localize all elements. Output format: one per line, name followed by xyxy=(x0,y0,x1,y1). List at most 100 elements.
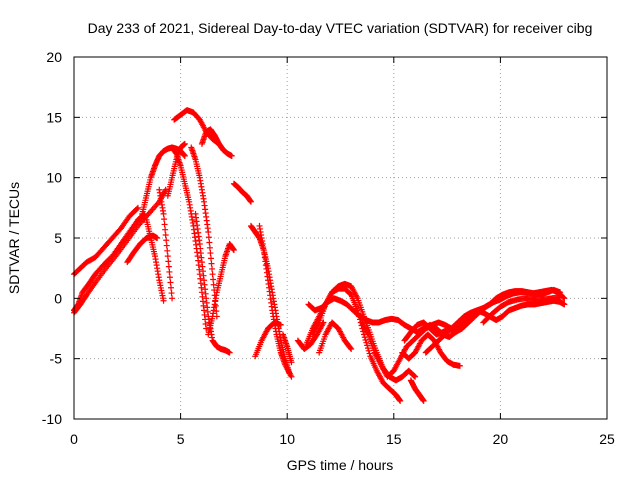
series-arc-11 xyxy=(188,144,220,320)
data-point xyxy=(363,339,370,346)
x-tick-label: 0 xyxy=(70,431,78,447)
data-point xyxy=(165,263,172,270)
data-point xyxy=(181,152,188,159)
data-point xyxy=(247,198,254,205)
x-tick-label: 10 xyxy=(279,431,295,447)
data-point xyxy=(366,350,373,357)
data-point xyxy=(154,235,161,241)
data-point xyxy=(365,347,372,354)
x-tick-label: 15 xyxy=(386,431,402,447)
chart-title: Day 233 of 2021, Sidereal Day-to-day VTE… xyxy=(88,20,593,36)
data-point xyxy=(166,274,173,281)
data-point xyxy=(168,290,175,297)
data-point xyxy=(557,294,564,301)
data-point xyxy=(167,279,174,286)
data-point xyxy=(210,281,217,288)
x-tick-label: 20 xyxy=(493,431,509,447)
data-points xyxy=(71,107,568,404)
series-arc-05 xyxy=(124,232,161,266)
data-point xyxy=(207,255,214,262)
data-point xyxy=(133,205,140,212)
series-arc-22 xyxy=(316,319,355,356)
series-arc-03 xyxy=(71,186,169,316)
series-arc-06 xyxy=(143,216,167,304)
series-arc-14 xyxy=(205,241,237,338)
data-point xyxy=(456,362,463,369)
data-point xyxy=(134,204,141,211)
x-tick-label: 25 xyxy=(599,431,615,447)
series-arc-23 xyxy=(294,319,327,353)
data-point xyxy=(412,373,419,380)
y-tick-label: -5 xyxy=(50,351,63,367)
data-point xyxy=(164,247,171,254)
data-point xyxy=(166,268,173,275)
data-point xyxy=(397,397,404,404)
data-point xyxy=(206,244,213,251)
data-point xyxy=(205,228,212,235)
y-tick-label: 15 xyxy=(46,109,62,125)
data-point xyxy=(348,346,355,353)
data-point xyxy=(181,140,188,147)
axis-ticks: 0 5 10 15 20 25 -10 -5 0 5 10 15 20 xyxy=(42,49,615,447)
series-arc-20 xyxy=(303,280,419,384)
data-point xyxy=(230,247,237,254)
series-arc-27 xyxy=(407,377,427,404)
data-point xyxy=(164,253,171,260)
data-point xyxy=(288,373,295,380)
data-point xyxy=(206,239,213,246)
series-arc-29 xyxy=(401,319,459,344)
series-arc-07 xyxy=(156,186,176,302)
data-point xyxy=(228,152,235,159)
data-point xyxy=(364,345,371,352)
data-point xyxy=(452,329,459,336)
y-axis-label: SDTVAR / TECUs xyxy=(6,182,22,294)
data-point xyxy=(420,397,427,404)
series-arc-10 xyxy=(171,107,222,147)
x-axis-label: GPS time / hours xyxy=(287,457,394,473)
data-point xyxy=(561,301,568,308)
data-point xyxy=(163,242,170,249)
series-arc-15 xyxy=(230,180,254,205)
data-point xyxy=(362,336,369,343)
data-point xyxy=(162,186,169,193)
data-point xyxy=(162,231,169,238)
data-point xyxy=(207,250,214,257)
data-point xyxy=(210,276,217,283)
data-point xyxy=(160,210,167,217)
data-point xyxy=(561,295,568,302)
data-point xyxy=(163,237,170,244)
data-point xyxy=(209,271,216,278)
data-point xyxy=(169,295,176,302)
data-point xyxy=(347,344,354,351)
data-point xyxy=(162,226,169,233)
data-point xyxy=(161,216,168,223)
data-point xyxy=(209,265,216,272)
data-point xyxy=(277,321,284,328)
data-point xyxy=(411,373,418,380)
y-tick-label: 5 xyxy=(54,230,62,246)
series-arc-13 xyxy=(198,126,235,159)
series-arc-30 xyxy=(480,294,564,326)
series-arc-25 xyxy=(358,286,564,380)
data-point xyxy=(208,260,215,267)
series-arc-26 xyxy=(399,331,463,369)
y-tick-label: 0 xyxy=(54,290,62,306)
data-point xyxy=(165,258,172,265)
series-arc-18 xyxy=(252,319,284,360)
data-point xyxy=(320,319,327,326)
series-arc-09 xyxy=(169,144,210,332)
series-arc-01 xyxy=(71,204,141,278)
series-arc-19 xyxy=(279,331,295,366)
data-point xyxy=(160,297,167,304)
data-point xyxy=(213,308,220,315)
data-point xyxy=(226,349,233,356)
y-tick-label: 10 xyxy=(46,170,62,186)
series-arc-28 xyxy=(422,297,568,356)
x-tick-label: 5 xyxy=(177,431,185,447)
data-point xyxy=(205,234,212,241)
data-point xyxy=(288,359,295,366)
data-point xyxy=(161,221,168,228)
data-point xyxy=(364,342,371,349)
data-point xyxy=(168,284,175,291)
